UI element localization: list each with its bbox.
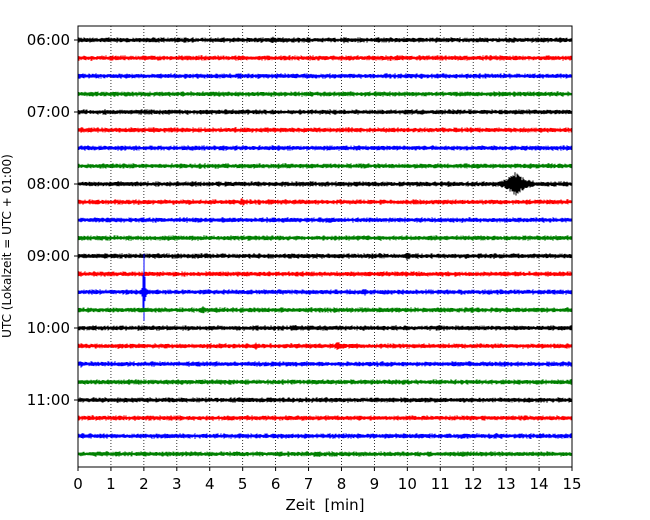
plot-frame [77, 25, 573, 468]
y-tick-label: 10:00 [27, 319, 70, 337]
x-tick-label: 8 [337, 475, 347, 493]
x-tick-label: 11 [431, 475, 450, 493]
x-tick-label: 9 [370, 475, 380, 493]
x-tick-label: 6 [271, 475, 281, 493]
y-tick-label: 09:00 [27, 247, 70, 265]
y-tick-label: 06:00 [27, 31, 70, 49]
y-tick-label: 07:00 [27, 103, 70, 121]
x-tick-label: 13 [497, 475, 516, 493]
x-tick-label: 4 [205, 475, 215, 493]
x-axis-label: Zeit [min] [285, 496, 364, 514]
x-tick-label: 10 [398, 475, 417, 493]
x-tick-label: 3 [172, 475, 182, 493]
y-tick-label: 08:00 [27, 175, 70, 193]
x-axis-ticks: 0 1 2 3 4 5 6 7 8 9 10 11 12 13 14 15 [73, 467, 582, 493]
y-axis-ticks: 06:00 07:00 08:00 09:00 10:00 11:00 [27, 31, 78, 409]
x-tick-label: 14 [530, 475, 549, 493]
x-tick-label: 7 [304, 475, 314, 493]
x-tick-label: 2 [139, 475, 149, 493]
y-axis-label: UTC (Lokalzeit = UTC + 01:00) [0, 154, 14, 338]
x-tick-label: 5 [238, 475, 248, 493]
x-tick-label: 12 [464, 475, 483, 493]
x-tick-label: 1 [106, 475, 116, 493]
y-tick-label: 11:00 [27, 391, 70, 409]
x-tick-label: 15 [562, 475, 581, 493]
x-tick-label: 0 [73, 475, 83, 493]
